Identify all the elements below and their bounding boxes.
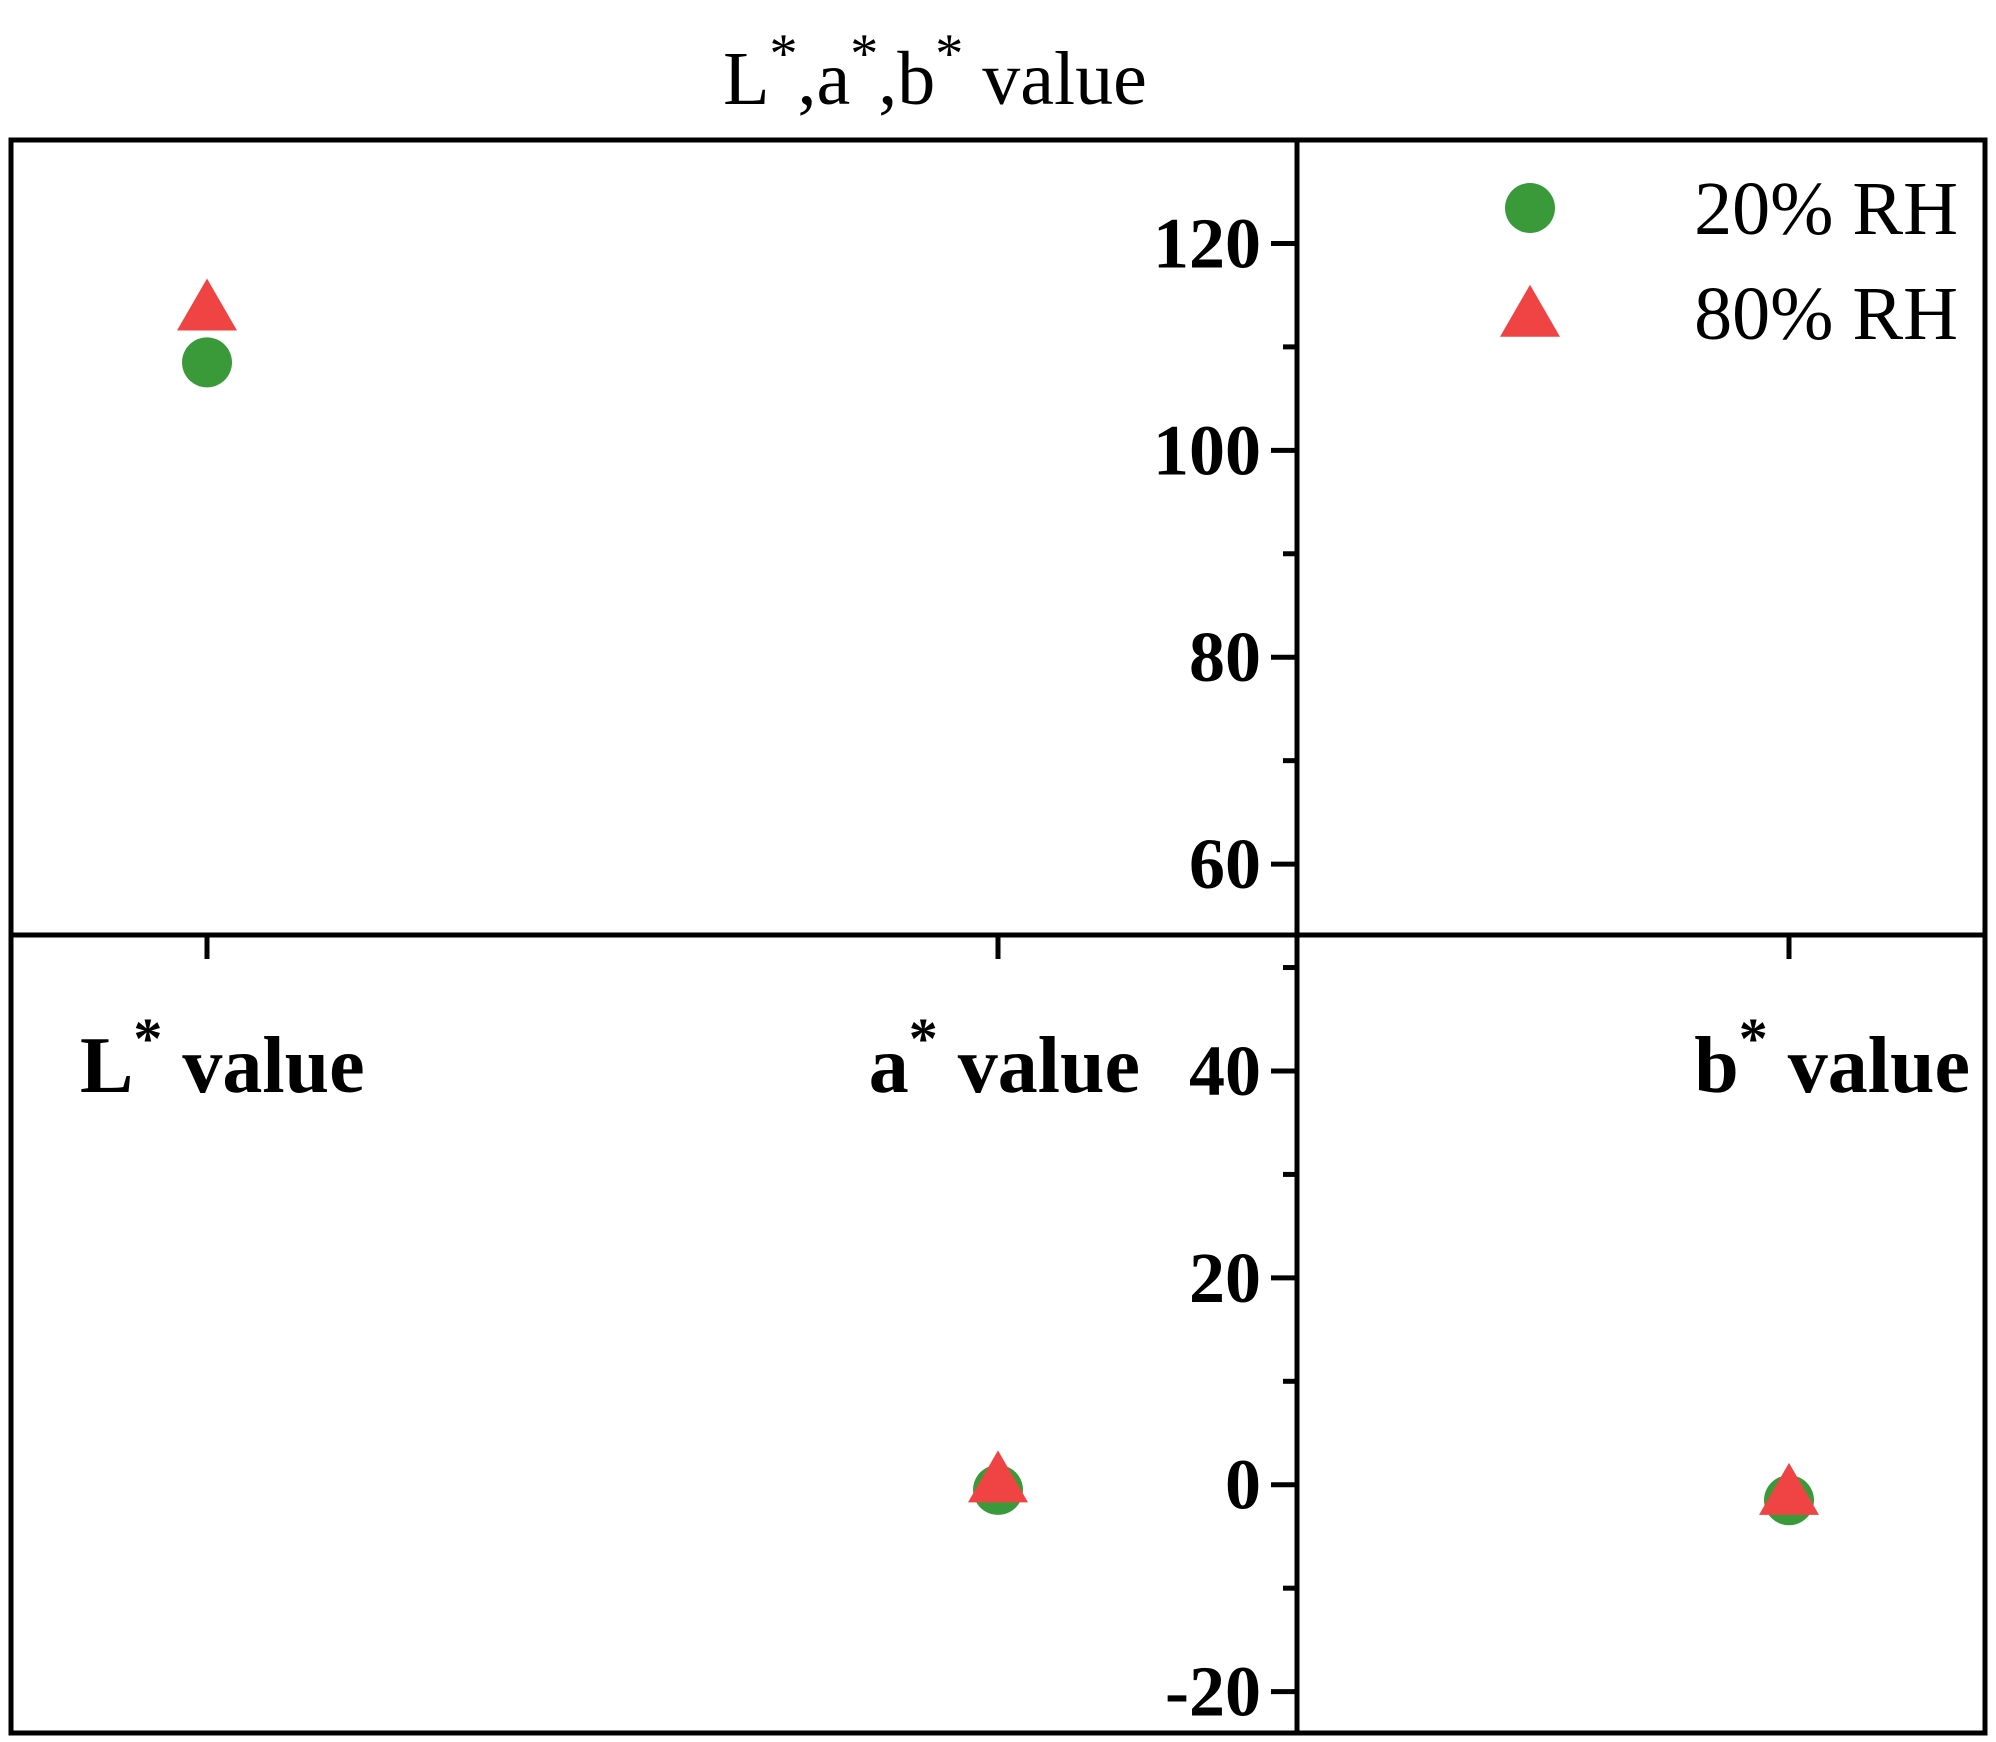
- y-axis-ticks: -20 0 20 40 60 80 100 120: [1153, 203, 1297, 1732]
- y-tick-label: 80: [1189, 617, 1261, 697]
- y-tick-label: 0: [1225, 1445, 1261, 1525]
- y-tick-label: 120: [1153, 203, 1261, 283]
- legend: 20% RH 80% RH: [1500, 167, 1958, 356]
- legend-marker: [1505, 183, 1555, 233]
- y-tick-label: 100: [1153, 410, 1261, 490]
- category-label: b* value: [1694, 1006, 1970, 1110]
- y-tick-label: 40: [1189, 1031, 1261, 1111]
- chart-title: L*,a*,b* value: [723, 23, 1147, 121]
- data-point-80rh: [177, 278, 237, 331]
- y-tick-label: -20: [1165, 1652, 1261, 1732]
- data-point-80rh: [1759, 1462, 1819, 1515]
- x-axis-ticks: [204, 935, 1792, 959]
- legend-marker: [1500, 284, 1560, 337]
- category-label: L* value: [80, 1006, 365, 1110]
- category-labels: L* value a* value b* value: [80, 1006, 1970, 1110]
- data-point-80rh: [968, 1450, 1028, 1503]
- data-points: [177, 278, 1819, 1526]
- y-tick-label: 20: [1189, 1238, 1261, 1318]
- data-point-20rh: [182, 337, 232, 388]
- category-label: a* value: [869, 1006, 1140, 1110]
- legend-label: 80% RH: [1694, 272, 1958, 356]
- y-tick-label: 60: [1189, 824, 1261, 904]
- legend-label: 20% RH: [1694, 167, 1958, 251]
